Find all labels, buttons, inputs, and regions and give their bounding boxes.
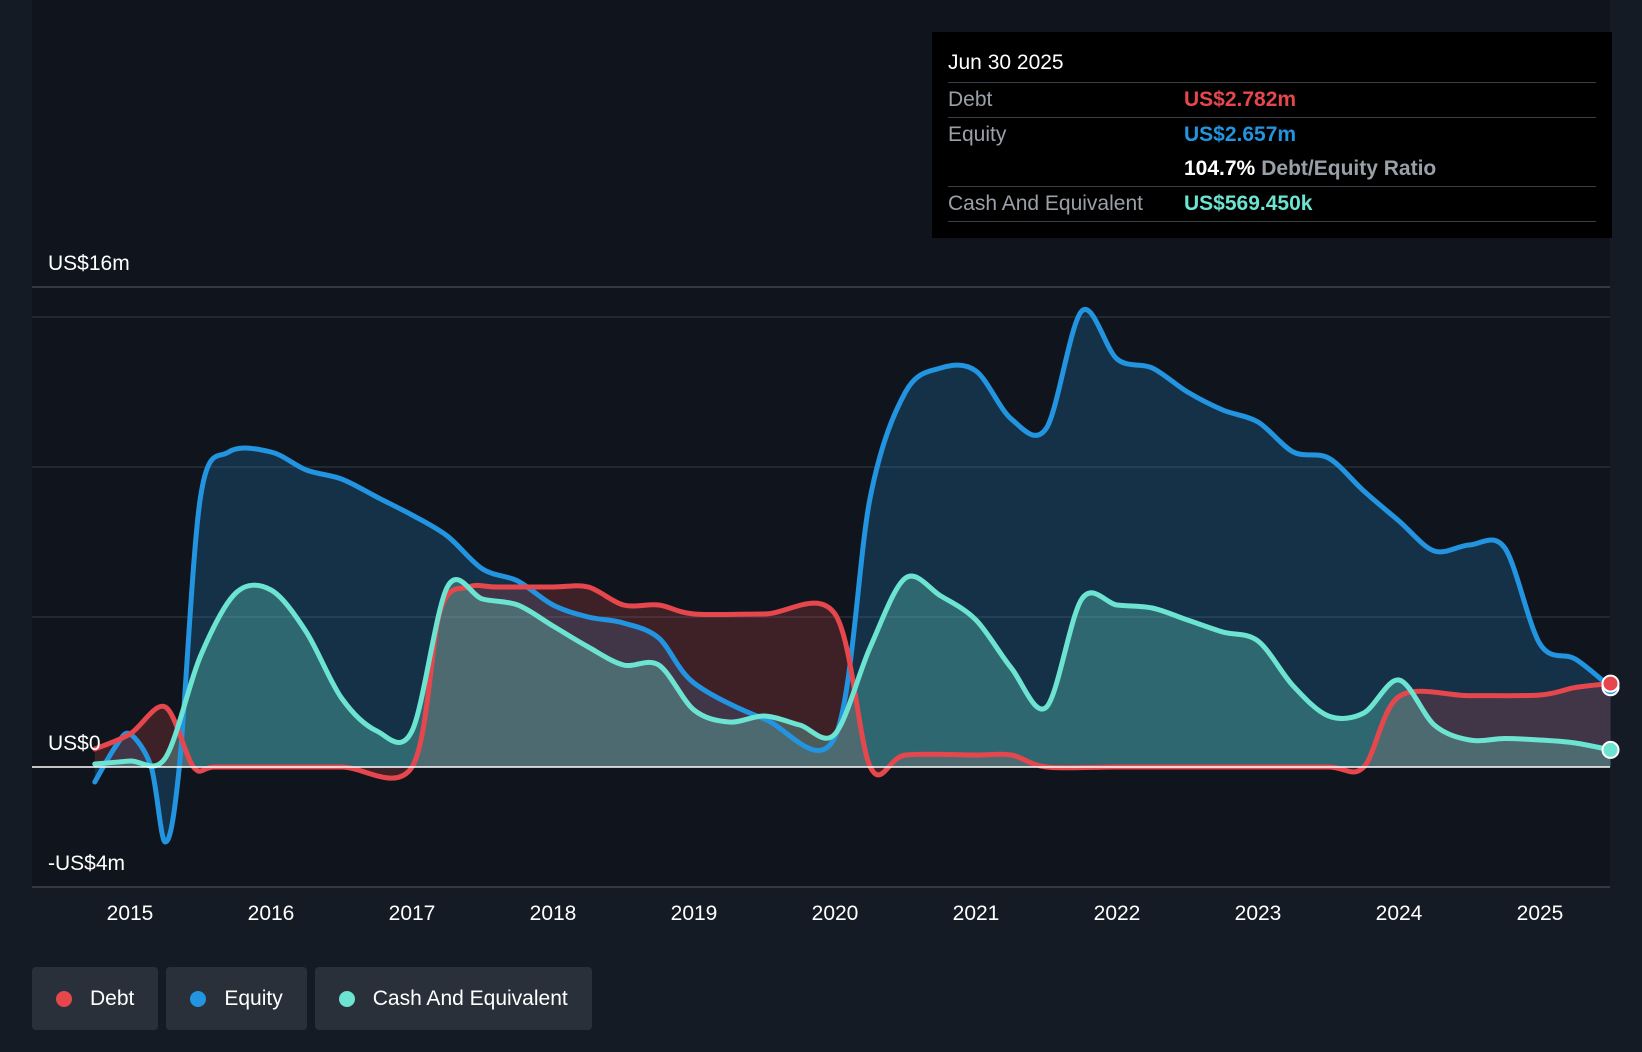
x-tick-label: 2017 [389,902,436,925]
tooltip-debt-label: Debt [948,83,1184,117]
x-tick-label: 2022 [1094,902,1141,925]
x-tick-label: 2015 [107,902,154,925]
cash-end-marker [1603,742,1619,758]
legend-item-cash[interactable]: Cash And Equivalent [315,967,592,1030]
legend-item-debt[interactable]: Debt [32,967,158,1030]
x-tick-label: 2016 [248,902,295,925]
y-tick-label: US$0 [48,732,101,755]
y-tick-label: -US$4m [48,852,125,875]
x-tick-label: 2025 [1517,902,1564,925]
x-tick-label: 2018 [530,902,577,925]
legend: Debt Equity Cash And Equivalent [32,967,592,1030]
tooltip-row-equity: Equity US$2.657m [948,118,1596,152]
x-tick-label: 2019 [671,902,718,925]
tooltip-ratio-label: Debt/Equity Ratio [1261,152,1436,186]
tooltip-equity-value: US$2.657m [1184,118,1296,152]
debt-end-marker [1603,676,1619,692]
tooltip-equity-label: Equity [948,118,1184,152]
tooltip-ratio-spacer [948,152,1184,186]
x-tick-label: 2021 [953,902,1000,925]
x-tick-label: 2020 [812,902,859,925]
x-tick-label: 2023 [1235,902,1282,925]
cash-dot-icon [339,991,355,1007]
legend-label-equity: Equity [224,987,282,1011]
tooltip-row-debt: Debt US$2.782m [948,83,1596,118]
tooltip-row-cash: Cash And Equivalent US$569.450k [948,187,1596,222]
equity-dot-icon [190,991,206,1007]
tooltip-row-ratio: 104.7% Debt/Equity Ratio [948,152,1596,187]
y-tick-label: US$16m [48,252,130,275]
legend-label-debt: Debt [90,987,134,1011]
tooltip-ratio-value: 104.7% [1184,152,1255,186]
tooltip-date: Jun 30 2025 [948,48,1596,83]
tooltip-debt-value: US$2.782m [1184,83,1296,117]
tooltip-cash-label: Cash And Equivalent [948,187,1184,221]
debt-dot-icon [56,991,72,1007]
legend-item-equity[interactable]: Equity [166,967,306,1030]
x-tick-label: 2024 [1376,902,1423,925]
tooltip-panel: Jun 30 2025 Debt US$2.782m Equity US$2.6… [932,32,1612,238]
tooltip-cash-value: US$569.450k [1184,187,1312,221]
legend-label-cash: Cash And Equivalent [373,987,568,1011]
